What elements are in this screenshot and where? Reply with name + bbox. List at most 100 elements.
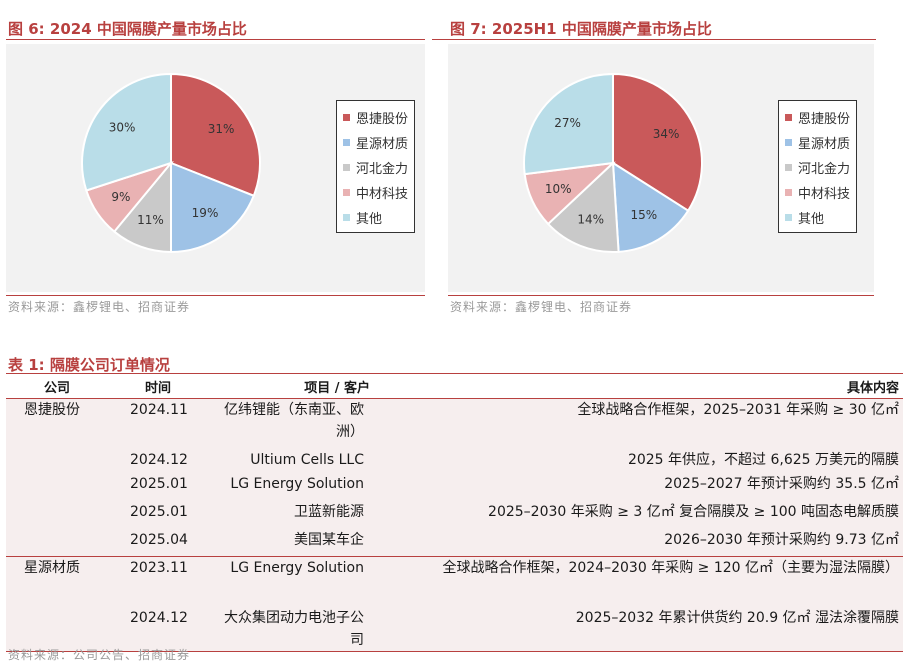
table-row: 2024.12 大众集团动力电池子公司 2025–2032 年累计供货约 20.… [6, 606, 903, 652]
pie-slice [81, 72, 172, 192]
pie-slice [170, 72, 261, 198]
figure-6-title-rule [6, 39, 425, 40]
header-details: 具体内容 [374, 373, 903, 399]
figure-6-panel: 31% 19% 11% 9% 30% 恩捷股份星源材质河北金力中材科技其他 [6, 44, 425, 292]
pie-slice [170, 161, 256, 254]
figure-6-legend: 恩捷股份星源材质河北金力中材科技其他 [336, 100, 416, 233]
figure-7-legend: 恩捷股份星源材质河北金力中材科技其他 [778, 100, 858, 233]
legend-label: 其他 [356, 212, 383, 227]
cell-details: 2025–2030 年采购 ≥ 3 亿㎡ 复合隔膜及 ≥ 100 吨固态电解质膜 [374, 500, 903, 529]
pie-data-label: 9% [111, 190, 130, 204]
pie-data-label: 34% [653, 127, 680, 141]
figure-6-title: 图 6: 2024 中国隔膜产量市场占比 [8, 20, 247, 38]
cell-time: 2023.11 [108, 556, 208, 607]
legend-label: 河北金力 [356, 162, 409, 177]
figure-6-bottom-rule [6, 295, 425, 296]
cell-time: 2025.04 [108, 528, 208, 557]
legend-item: 河北金力 [343, 155, 408, 180]
cell-company: 恩捷股份 [6, 398, 108, 449]
legend-label: 中材科技 [798, 187, 851, 202]
cell-details: 全球战略合作框架，2025–2031 年采购 ≥ 30 亿㎡ [374, 398, 903, 449]
legend-label: 恩捷股份 [798, 112, 851, 127]
cell-company [6, 500, 108, 529]
figure-6-source: 资料来源：鑫椤锂电、招商证券 [8, 300, 191, 314]
cell-company [6, 472, 108, 501]
legend-label: 其他 [798, 212, 825, 227]
figure-7-title-rule [432, 39, 876, 40]
legend-label: 星源材质 [356, 137, 409, 152]
pie-data-label: 30% [109, 120, 136, 134]
legend-item: 中材科技 [343, 180, 408, 205]
legend-swatch [785, 114, 792, 121]
legend-label: 河北金力 [798, 162, 851, 177]
legend-label: 中材科技 [356, 187, 409, 202]
table-header-row: 公司 时间 项目 / 客户 具体内容 [6, 373, 903, 399]
figure-7-title: 图 7: 2025H1 中国隔膜产量市场占比 [450, 20, 712, 38]
legend-swatch [343, 214, 350, 221]
legend-label: 恩捷股份 [356, 112, 409, 127]
table-row: 2025.01 LG Energy Solution 2025–2027 年预计… [6, 472, 903, 501]
figure-7-pie-chart: 34% 15% 14% 10% 27% [523, 72, 703, 253]
cell-details: 全球战略合作框架，2024–2030 年采购 ≥ 120 亿㎡（主要为湿法隔膜） [374, 556, 903, 607]
cell-company: 星源材质 [6, 556, 108, 607]
cell-company [6, 448, 108, 473]
cell-time: 2024.12 [108, 448, 208, 473]
legend-swatch [343, 139, 350, 146]
table-row: 星源材质 2023.11 LG Energy Solution 全球战略合作框架… [6, 556, 903, 607]
cell-customer: LG Energy Solution [208, 556, 374, 607]
pie-data-label: 10% [545, 182, 572, 196]
legend-swatch [785, 164, 792, 171]
cell-company [6, 528, 108, 557]
pie-data-label: 14% [577, 212, 604, 226]
header-company: 公司 [6, 373, 108, 399]
header-time: 时间 [108, 373, 208, 399]
legend-item: 河北金力 [785, 155, 850, 180]
legend-label: 星源材质 [798, 137, 851, 152]
figure-6-pie-chart: 31% 19% 11% 9% 30% [81, 72, 261, 254]
orders-table: 公司 时间 项目 / 客户 具体内容 恩捷股份 2024.11 亿纬锂能（东南亚… [6, 373, 903, 652]
table-title: 表 1: 隔膜公司订单情况 [8, 356, 170, 374]
cell-customer: LG Energy Solution [208, 472, 374, 501]
legend-item: 恩捷股份 [343, 105, 408, 130]
table-source: 资料来源：公司公告、招商证券 [8, 648, 191, 662]
legend-item: 星源材质 [343, 130, 408, 155]
cell-details: 2025–2027 年预计采购约 35.5 亿㎡ [374, 472, 903, 501]
legend-swatch [343, 189, 350, 196]
header-project-customer: 项目 / 客户 [208, 373, 374, 399]
legend-item: 中材科技 [785, 180, 850, 205]
cell-time: 2024.12 [108, 606, 208, 652]
cell-customer: 大众集团动力电池子公司 [208, 606, 374, 652]
cell-customer: Ultium Cells LLC [208, 448, 374, 473]
cell-details: 2025 年供应，不超过 6,625 万美元的隔膜 [374, 448, 903, 473]
figure-7-source: 资料来源：鑫椤锂电、招商证券 [450, 300, 633, 314]
legend-swatch [785, 139, 792, 146]
pie-slice [523, 72, 614, 176]
cell-time: 2024.11 [108, 398, 208, 449]
cell-customer: 美国某车企 [208, 528, 374, 557]
figure-7-panel: 34% 15% 14% 10% 27% 恩捷股份星源材质河北金力中材科技其他 [448, 44, 874, 292]
legend-item: 其他 [785, 205, 850, 230]
cell-customer: 卫蓝新能源 [208, 500, 374, 529]
cell-customer: 亿纬锂能（东南亚、欧洲） [208, 398, 374, 449]
legend-swatch [785, 214, 792, 221]
pie-data-label: 27% [554, 116, 581, 130]
table-row: 2024.12 Ultium Cells LLC 2025 年供应，不超过 6,… [6, 448, 903, 473]
pie-slice [611, 161, 690, 253]
pie-data-label: 31% [208, 122, 235, 136]
cell-details: 2025–2032 年累计供货约 20.9 亿㎡ 湿法涂覆隔膜 [374, 606, 903, 652]
legend-swatch [343, 164, 350, 171]
pie-data-label: 15% [630, 208, 657, 222]
table-row: 2025.04 美国某车企 2026–2030 年预计采购约 9.73 亿㎡ [6, 528, 903, 557]
cell-details: 2026–2030 年预计采购约 9.73 亿㎡ [374, 528, 903, 557]
pie-data-label: 11% [137, 213, 164, 227]
legend-swatch [785, 189, 792, 196]
cell-company [6, 606, 108, 652]
cell-time: 2025.01 [108, 472, 208, 501]
pie-data-label: 19% [192, 206, 219, 220]
legend-swatch [343, 114, 350, 121]
legend-item: 星源材质 [785, 130, 850, 155]
table-row: 恩捷股份 2024.11 亿纬锂能（东南亚、欧洲） 全球战略合作框架，2025–… [6, 398, 903, 449]
pie-slice [546, 160, 620, 253]
legend-item: 恩捷股份 [785, 105, 850, 130]
legend-item: 其他 [343, 205, 408, 230]
